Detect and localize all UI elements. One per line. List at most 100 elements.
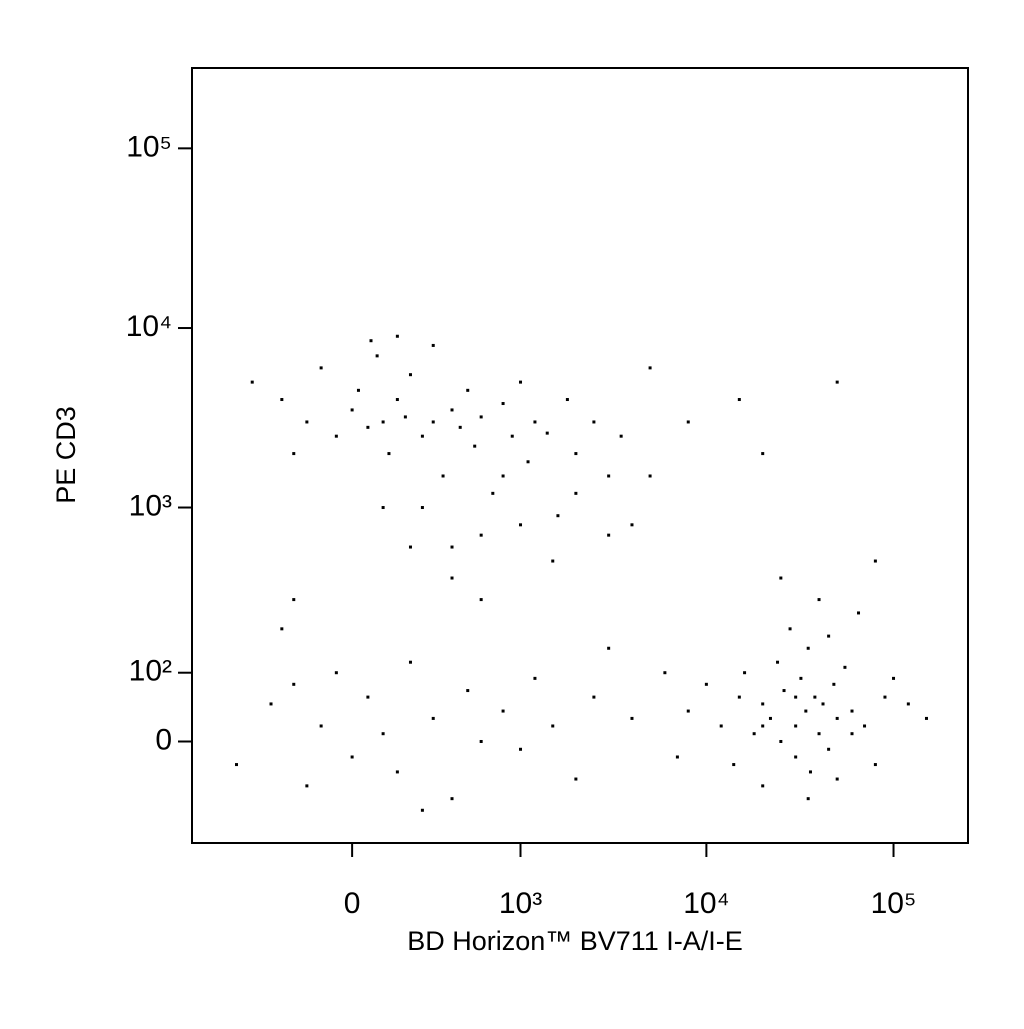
dot [441, 474, 445, 478]
dot [817, 598, 821, 602]
dot [334, 671, 338, 675]
dot [280, 398, 284, 402]
plot-frame [191, 67, 969, 844]
dot [788, 627, 792, 631]
dot [832, 682, 836, 686]
dot [381, 732, 385, 736]
dot [850, 732, 854, 736]
dot [420, 506, 424, 510]
dot [675, 755, 679, 759]
dot [466, 689, 470, 693]
dot [808, 770, 812, 774]
y-tick-label: 10⁴ [126, 310, 172, 343]
dot [305, 420, 309, 424]
dot [906, 702, 910, 706]
dot [850, 709, 854, 713]
dot [269, 702, 273, 706]
dot [366, 695, 370, 699]
dot [704, 682, 708, 686]
dot [630, 716, 634, 720]
dot [556, 514, 560, 518]
dot [592, 695, 596, 699]
dot [619, 434, 623, 438]
dot [794, 695, 798, 699]
dot [545, 431, 549, 435]
dot [479, 739, 483, 743]
dot [319, 724, 323, 728]
x-tick-label: 0 [344, 887, 361, 920]
y-axis-label: PE CD3 [51, 406, 81, 504]
dot [863, 724, 867, 728]
dot [607, 474, 611, 478]
dot [761, 452, 765, 456]
dot [857, 611, 861, 615]
dot [794, 724, 798, 728]
dot [761, 724, 765, 728]
dot [827, 747, 831, 751]
dot [806, 646, 810, 650]
dot [761, 702, 765, 706]
dot [319, 366, 323, 370]
dot [551, 559, 555, 563]
dot [732, 763, 736, 767]
y-tick-label: 10² [129, 655, 172, 688]
dot [779, 739, 783, 743]
dot [813, 695, 817, 699]
x-tick-label: 10⁴ [683, 887, 729, 920]
dot [648, 474, 652, 478]
dot [821, 702, 825, 706]
dot [420, 808, 424, 812]
dot [892, 676, 896, 680]
dot [501, 474, 505, 478]
dot [356, 388, 360, 392]
dot [292, 682, 296, 686]
dot [883, 695, 887, 699]
dot [519, 380, 523, 384]
dot [794, 755, 798, 759]
dot [369, 339, 373, 343]
dot [782, 689, 786, 693]
dot [551, 724, 555, 728]
dot [776, 660, 780, 664]
dot [501, 402, 505, 406]
dot [663, 671, 667, 675]
dot [408, 373, 412, 377]
dot [565, 398, 569, 402]
dot [450, 545, 454, 549]
dot [466, 388, 470, 392]
dot [305, 784, 309, 788]
dot [250, 380, 254, 384]
dot [737, 695, 741, 699]
dot [450, 797, 454, 801]
dot [292, 598, 296, 602]
dot [799, 676, 803, 680]
dot [458, 425, 462, 429]
dot [395, 398, 399, 402]
dot [607, 533, 611, 537]
x-tick-label: 10⁵ [871, 887, 917, 920]
dot [501, 709, 505, 713]
y-tick-label: 0 [155, 723, 172, 756]
dot [835, 777, 839, 781]
dot [843, 665, 847, 669]
dot [630, 523, 634, 527]
dot [403, 415, 407, 419]
dot [686, 420, 690, 424]
dot [607, 646, 611, 650]
dot [280, 627, 284, 631]
y-tick-label: 10⁵ [126, 130, 172, 163]
dot [381, 506, 385, 510]
dot [395, 334, 399, 338]
dot [835, 716, 839, 720]
dot [479, 598, 483, 602]
dot [473, 444, 477, 448]
dot [574, 452, 578, 456]
dot [686, 709, 690, 713]
dot [350, 755, 354, 759]
dot [420, 434, 424, 438]
dot [431, 343, 435, 347]
dot [804, 709, 808, 713]
dot [817, 732, 821, 736]
dot [519, 523, 523, 527]
dot [526, 460, 530, 464]
